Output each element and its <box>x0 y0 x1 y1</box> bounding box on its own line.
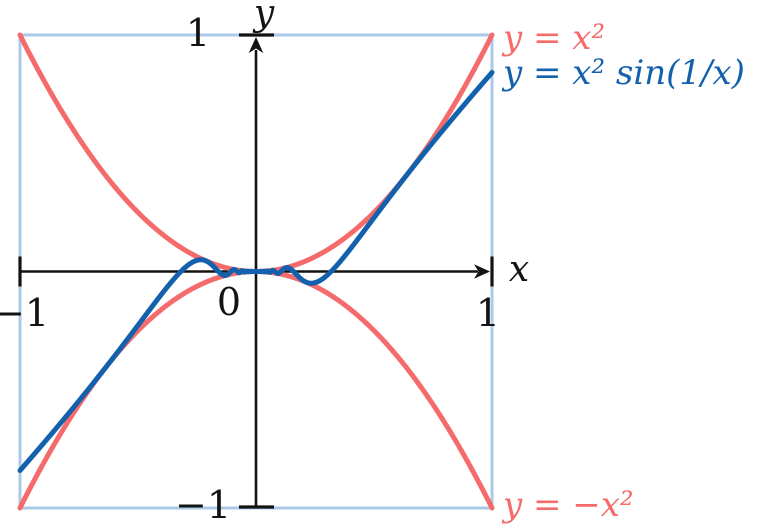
legend-x-squared-sine: y = x² sin(1/x) <box>503 53 745 93</box>
y-tick-label-minus-1: −1 <box>174 483 232 527</box>
legend-x-squared: y = x² <box>503 18 606 58</box>
y-axis-label: y <box>253 0 275 34</box>
x-tick-label-plus-1: 1 <box>475 291 501 335</box>
x-tick-label-minus-1: −1 <box>0 291 50 335</box>
x-axis-arrowhead-icon <box>474 264 490 279</box>
legend-neg-x-squared: y = −x² <box>503 485 634 525</box>
x-axis-label: x <box>508 249 530 290</box>
y-axis-arrowhead-icon <box>248 37 264 53</box>
curve-x-squared-sine <box>17 69 495 474</box>
y-tick-label-plus-1: 1 <box>185 11 211 55</box>
origin-label: 0 <box>216 280 242 324</box>
